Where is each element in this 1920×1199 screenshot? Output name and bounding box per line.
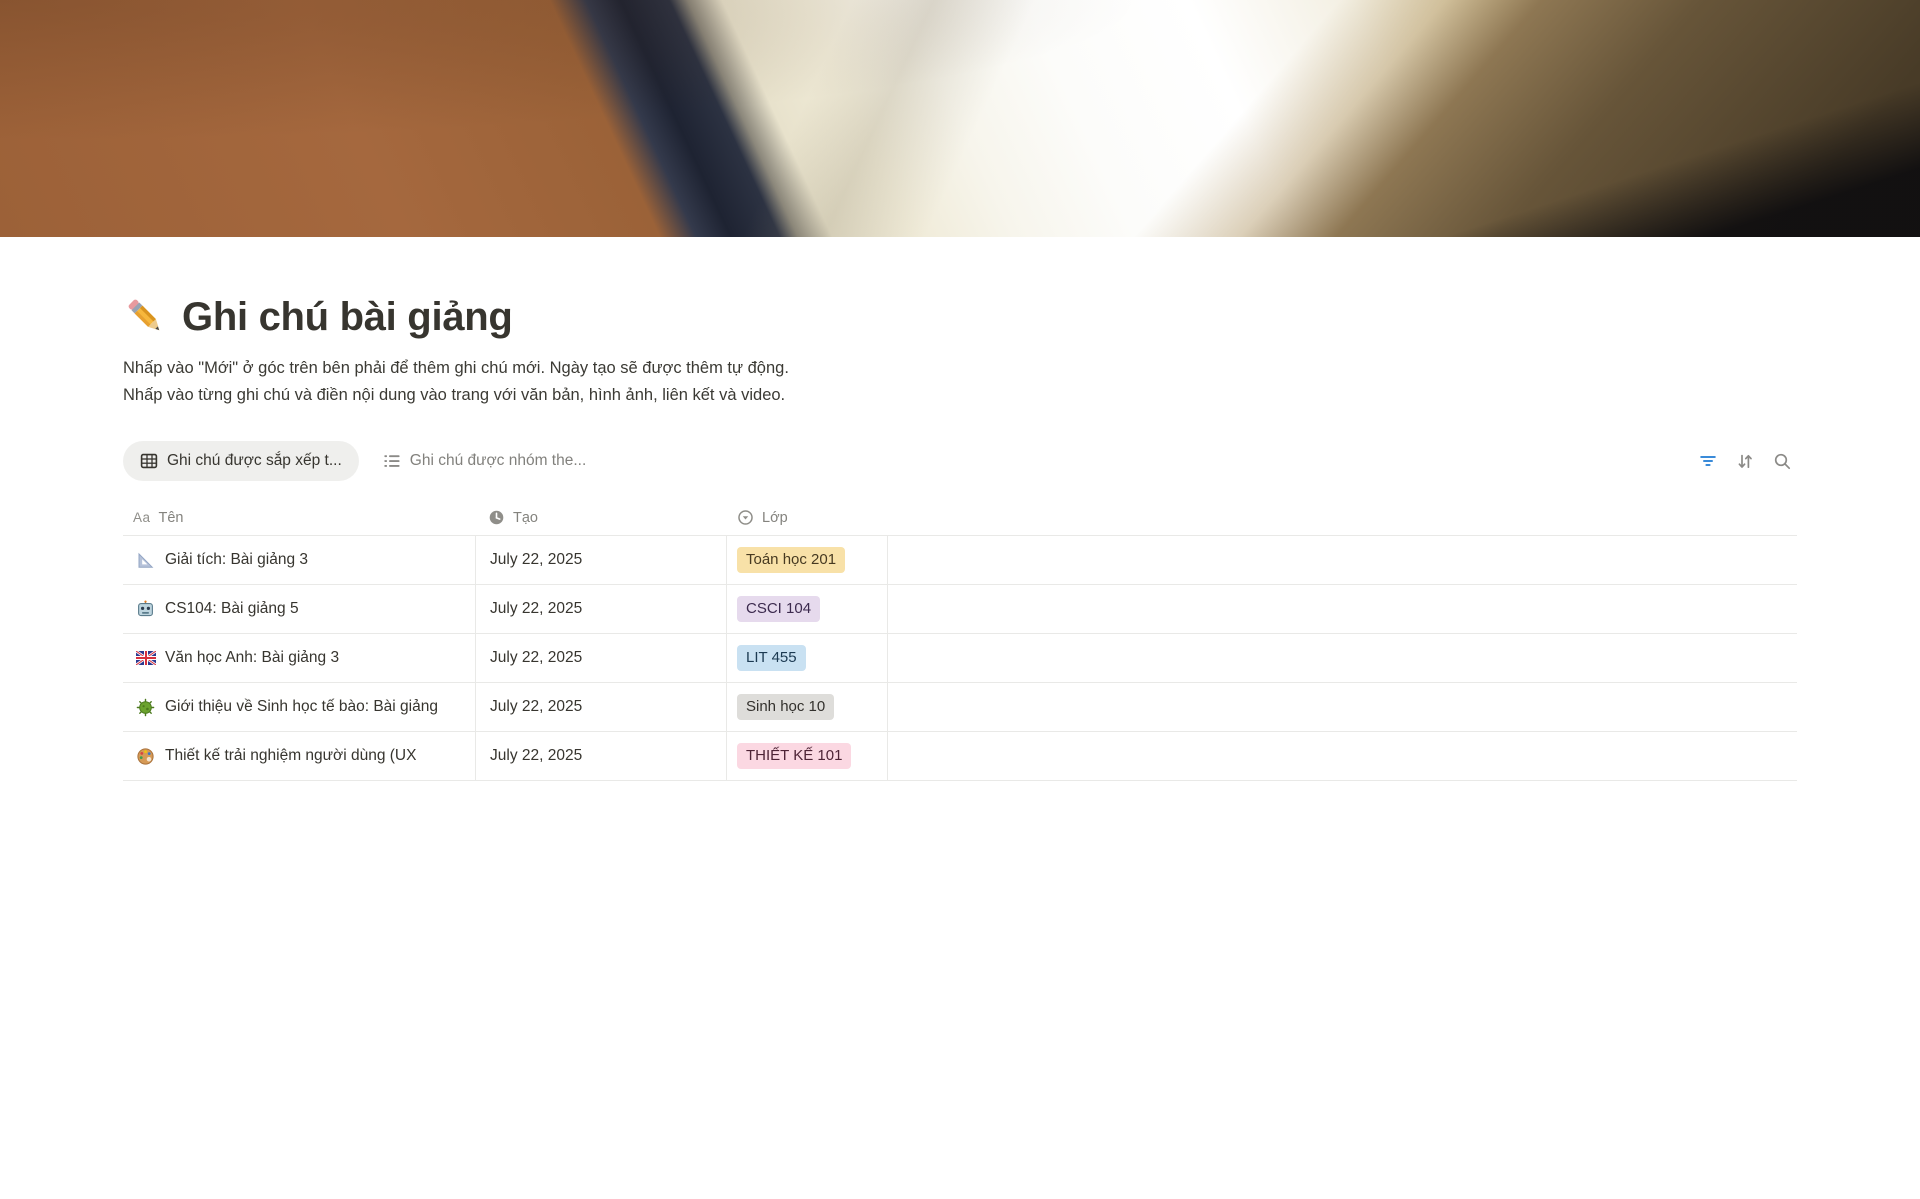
robot-icon <box>135 599 156 620</box>
page-title[interactable]: Ghi chú bài giảng <box>182 295 513 339</box>
tab-table-view-label: Ghi chú được sắp xếp t... <box>167 452 342 469</box>
select-property-icon <box>737 509 754 526</box>
cell-name[interactable]: Giải tích: Bài giảng 3 <box>123 536 476 584</box>
search-button[interactable] <box>1771 450 1793 472</box>
view-toolbar: Ghi chú được sắp xếp t... Ghi chú được n… <box>123 441 1797 481</box>
column-created-label: Tạo <box>513 509 538 526</box>
description-line-2: Nhấp vào từng ghi chú và điền nội dung v… <box>123 386 786 404</box>
row-filler <box>888 683 1797 731</box>
sort-button[interactable] <box>1734 450 1756 472</box>
list-view-icon <box>383 452 401 470</box>
sort-icon <box>1735 452 1755 471</box>
row-title: Giới thiệu về Sinh học tế bào: Bài giảng <box>165 698 438 715</box>
triangular-ruler-icon <box>135 550 156 571</box>
tab-list-view[interactable]: Ghi chú được nhóm the... <box>383 452 587 470</box>
cell-class[interactable]: Sinh học 10 <box>727 683 888 731</box>
cell-name[interactable]: Văn học Anh: Bài giảng 3 <box>123 634 476 682</box>
class-tag: LIT 455 <box>737 645 806 671</box>
search-icon <box>1773 452 1792 471</box>
tab-table-view[interactable]: Ghi chú được sắp xếp t... <box>123 441 359 481</box>
column-class-label: Lớp <box>762 509 788 526</box>
row-filler <box>888 585 1797 633</box>
filter-button[interactable] <box>1697 450 1719 472</box>
row-filler <box>888 536 1797 584</box>
microbe-icon <box>135 697 156 718</box>
table-view-icon <box>140 452 158 470</box>
cell-created[interactable]: July 22, 2025 <box>476 732 727 780</box>
class-tag: Toán học 201 <box>737 547 846 573</box>
cell-created[interactable]: July 22, 2025 <box>476 634 727 682</box>
toolbar-actions <box>1697 450 1797 472</box>
page-cover-image[interactable] <box>0 0 1920 237</box>
cell-name[interactable]: Thiết kế trải nghiệm người dùng (UX <box>123 732 476 780</box>
row-filler <box>888 732 1797 780</box>
row-title: Văn học Anh: Bài giảng 3 <box>165 649 340 666</box>
row-title: Thiết kế trải nghiệm người dùng (UX <box>165 747 417 764</box>
text-property-icon: Aa <box>133 510 151 525</box>
table-row[interactable]: Giới thiệu về Sinh học tế bào: Bài giảng… <box>123 683 1797 732</box>
description-line-1: Nhấp vào "Mới" ở góc trên bên phải để th… <box>123 359 789 377</box>
row-title: CS104: Bài giảng 5 <box>165 600 299 617</box>
column-header-name[interactable]: Aa Tên <box>123 500 476 535</box>
page-content: Ghi chú bài giảng Nhấp vào "Mới" ở góc t… <box>0 291 1920 781</box>
cell-created[interactable]: July 22, 2025 <box>476 585 727 633</box>
uk-flag-icon <box>135 648 156 669</box>
created-time-icon <box>488 509 505 526</box>
cell-class[interactable]: CSCI 104 <box>727 585 888 633</box>
page-title-row: Ghi chú bài giảng <box>123 291 1797 343</box>
filter-icon <box>1698 452 1718 470</box>
cell-class[interactable]: THIẾT KẾ 101 <box>727 732 888 780</box>
artist-palette-icon <box>135 746 156 767</box>
cell-class[interactable]: LIT 455 <box>727 634 888 682</box>
class-tag: CSCI 104 <box>737 596 821 622</box>
table-row[interactable]: Thiết kế trải nghiệm người dùng (UX July… <box>123 732 1797 781</box>
column-name-label: Tên <box>158 509 184 526</box>
table-row[interactable]: Văn học Anh: Bài giảng 3 July 22, 2025 L… <box>123 634 1797 683</box>
tab-list-view-label: Ghi chú được nhóm the... <box>409 452 587 469</box>
pencil-icon <box>123 294 169 340</box>
table-header-row: Aa Tên Tạo <box>123 500 1797 536</box>
class-tag: THIẾT KẾ 101 <box>737 743 852 769</box>
cell-name[interactable]: Giới thiệu về Sinh học tế bào: Bài giảng <box>123 683 476 731</box>
column-header-class[interactable]: Lớp <box>727 500 888 535</box>
column-header-created[interactable]: Tạo <box>476 500 727 535</box>
cell-class[interactable]: Toán học 201 <box>727 536 888 584</box>
row-filler <box>888 634 1797 682</box>
class-tag: Sinh học 10 <box>737 694 835 720</box>
database-table: Aa Tên Tạo <box>123 500 1797 781</box>
page-description[interactable]: Nhấp vào "Mới" ở góc trên bên phải để th… <box>123 355 1797 409</box>
cell-created[interactable]: July 22, 2025 <box>476 683 727 731</box>
cell-created[interactable]: July 22, 2025 <box>476 536 727 584</box>
table-row[interactable]: Giải tích: Bài giảng 3 July 22, 2025 Toá… <box>123 536 1797 585</box>
row-title: Giải tích: Bài giảng 3 <box>165 551 309 568</box>
table-row[interactable]: CS104: Bài giảng 5 July 22, 2025 CSCI 10… <box>123 585 1797 634</box>
cell-name[interactable]: CS104: Bài giảng 5 <box>123 585 476 633</box>
